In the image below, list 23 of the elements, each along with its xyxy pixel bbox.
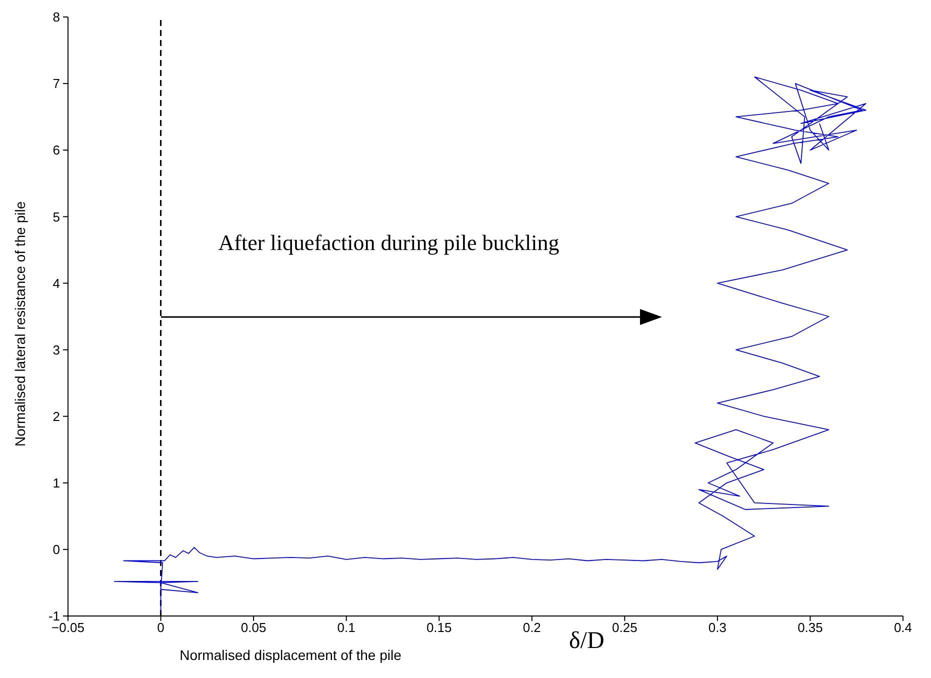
text: δ/D [569,628,604,655]
y-axis-title: Normalised lateral resistance of the pile [12,201,28,446]
x-tick-label: 0 [157,620,164,636]
y-tick-label: 6 [52,142,60,158]
x-tick-label: 0.35 [798,620,823,636]
x-tick-label: 0.15 [426,620,452,636]
y-tick-label: 7 [52,76,60,92]
x-tick-label: 0.25 [612,620,638,636]
x-tick-label: 0.3 [708,620,726,636]
y-tick-label: 8 [52,10,60,25]
x-axis-title: Normalised displacement of the pile [180,647,402,663]
x-tick-label: 0.1 [337,620,356,636]
x-tick-label: 0.2 [522,620,541,636]
y-tick-label: 3 [52,342,60,358]
y-tick-label: 5 [52,209,60,224]
y-tick-label: 1 [52,476,60,491]
y-tick-label: 4 [52,276,60,291]
line-series [114,76,866,614]
x-tick-label: 0.05 [240,620,266,636]
y-tick-label: 2 [52,408,60,424]
annotation: After liquefaction during pile buckling [218,228,560,257]
x-tick-label: 0.4 [894,620,912,636]
y-tick-label: 0 [52,542,60,558]
